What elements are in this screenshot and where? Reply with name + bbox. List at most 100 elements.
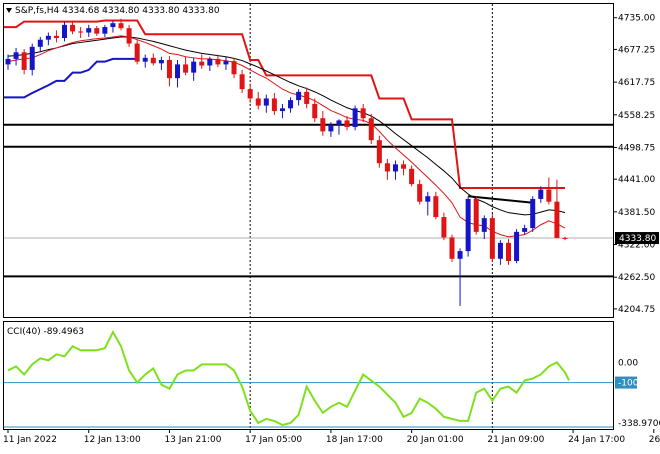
candle-body: [215, 58, 221, 65]
candle-body: [401, 164, 407, 169]
lower-band-line: [3, 57, 138, 99]
candle-body: [409, 168, 415, 185]
candle-body: [166, 60, 172, 79]
candle-body: [263, 98, 269, 106]
candle-body: [530, 198, 536, 229]
candle-body: [142, 57, 148, 62]
candle-body: [312, 103, 318, 119]
candle-body: [134, 43, 140, 62]
candle-body: [304, 91, 310, 104]
indicator-label: CCI(40) -89.4963: [7, 327, 84, 337]
candle-body: [150, 57, 156, 64]
candle-body: [45, 35, 51, 40]
candle-body: [441, 217, 447, 238]
price-tick-label: 4204.75: [618, 305, 655, 315]
candle-body: [53, 35, 59, 39]
candle-body: [255, 98, 261, 106]
price-tick-label: 4558.25: [618, 111, 655, 121]
time-tick-label: 12 Jan 13:00: [84, 435, 141, 445]
time-tick-label: 17 Jan 05:00: [245, 435, 302, 445]
upper-band-line: [3, 19, 565, 189]
current-price-label: 4333.80: [619, 234, 656, 244]
candle-body: [199, 61, 205, 66]
candle-body: [271, 98, 277, 112]
candle-body: [223, 61, 229, 65]
time-tick-label: 13 Jan 21:00: [164, 435, 221, 445]
candle-body: [102, 27, 108, 34]
candle-body: [384, 163, 390, 172]
time-tick-label: 21 Jan 09:00: [487, 435, 544, 445]
candle-body: [62, 24, 68, 39]
candle-body: [562, 237, 568, 239]
candle-body: [344, 120, 350, 128]
candle-body: [126, 28, 132, 44]
candle-body: [360, 108, 366, 119]
trendline: [468, 195, 533, 204]
candle-body: [336, 120, 342, 125]
candle-body: [5, 58, 11, 65]
current-price-tag: [615, 232, 659, 245]
candle-body: [70, 24, 76, 32]
candle-body: [352, 108, 358, 128]
candle-body: [247, 89, 253, 99]
candle-body: [239, 74, 245, 90]
axes: 4735.00 4677.25 4617.75 4558.25 4498.75 4441.…: [3, 14, 660, 445]
candle-body: [505, 242, 511, 261]
cci-tick-label: -338.9706: [618, 419, 660, 429]
candle-body: [522, 228, 528, 232]
candle-body: [497, 242, 503, 259]
cci-tick-label: 0.00: [618, 358, 638, 368]
candle-body: [514, 231, 520, 261]
candle-body: [158, 60, 164, 64]
candle-body: [191, 61, 197, 73]
dropdown-triangle-icon[interactable]: [6, 8, 12, 13]
candle-body: [207, 58, 213, 66]
candle-body: [78, 31, 84, 33]
candle-body: [328, 124, 334, 132]
price-tick-label: 4441.00: [618, 175, 655, 185]
price-tick-label: 4498.75: [618, 143, 655, 153]
candle-body: [21, 52, 27, 70]
candle-body: [368, 118, 374, 141]
candle-body: [175, 64, 181, 79]
horizontal-levels: [4, 123, 613, 278]
candle-body: [417, 184, 423, 202]
candle-body: [118, 23, 124, 29]
cci-tick-label: -100: [618, 379, 639, 389]
cci-level-tag: [615, 376, 637, 389]
price-tick-label: 4677.25: [618, 45, 655, 55]
candle-body: [231, 61, 237, 75]
candle-body: [13, 52, 19, 59]
candle-body: [392, 164, 398, 172]
candle-body: [37, 39, 43, 47]
candle-body: [29, 46, 35, 70]
cci-pane: [4, 329, 613, 428]
time-tick-label: 11 Jan 2022: [3, 435, 57, 445]
candle-body: [183, 64, 189, 73]
candle-body: [433, 196, 439, 218]
price-tick-label: 4262.50: [618, 273, 655, 283]
price-pane-frame: [3, 3, 614, 318]
candle-body: [296, 91, 302, 101]
fast-moving-average-line: [7, 35, 566, 238]
candle-body: [110, 23, 116, 28]
price-tick-label: 4617.75: [618, 78, 655, 88]
candle-body: [288, 100, 294, 109]
time-tick-label: 18 Jan 17:00: [326, 435, 383, 445]
price-tick-label: 4322.00: [618, 241, 655, 251]
band-lines: [3, 19, 566, 238]
candle-body: [376, 140, 382, 164]
candle-body: [546, 189, 552, 202]
symbol-header: S&P,fs,H4 4334.68 4334.80 4333.80 4333.8…: [15, 6, 220, 16]
candle-body: [279, 108, 285, 112]
candle-body: [425, 196, 431, 202]
grid-layer: [4, 4, 613, 429]
time-tick-label: 24 Jan 17:00: [568, 435, 625, 445]
cci-line: [7, 329, 570, 427]
candle-body: [449, 237, 455, 259]
candle-body: [457, 251, 463, 259]
indicator-pane-frame: [3, 321, 614, 430]
candle-body: [538, 189, 544, 199]
